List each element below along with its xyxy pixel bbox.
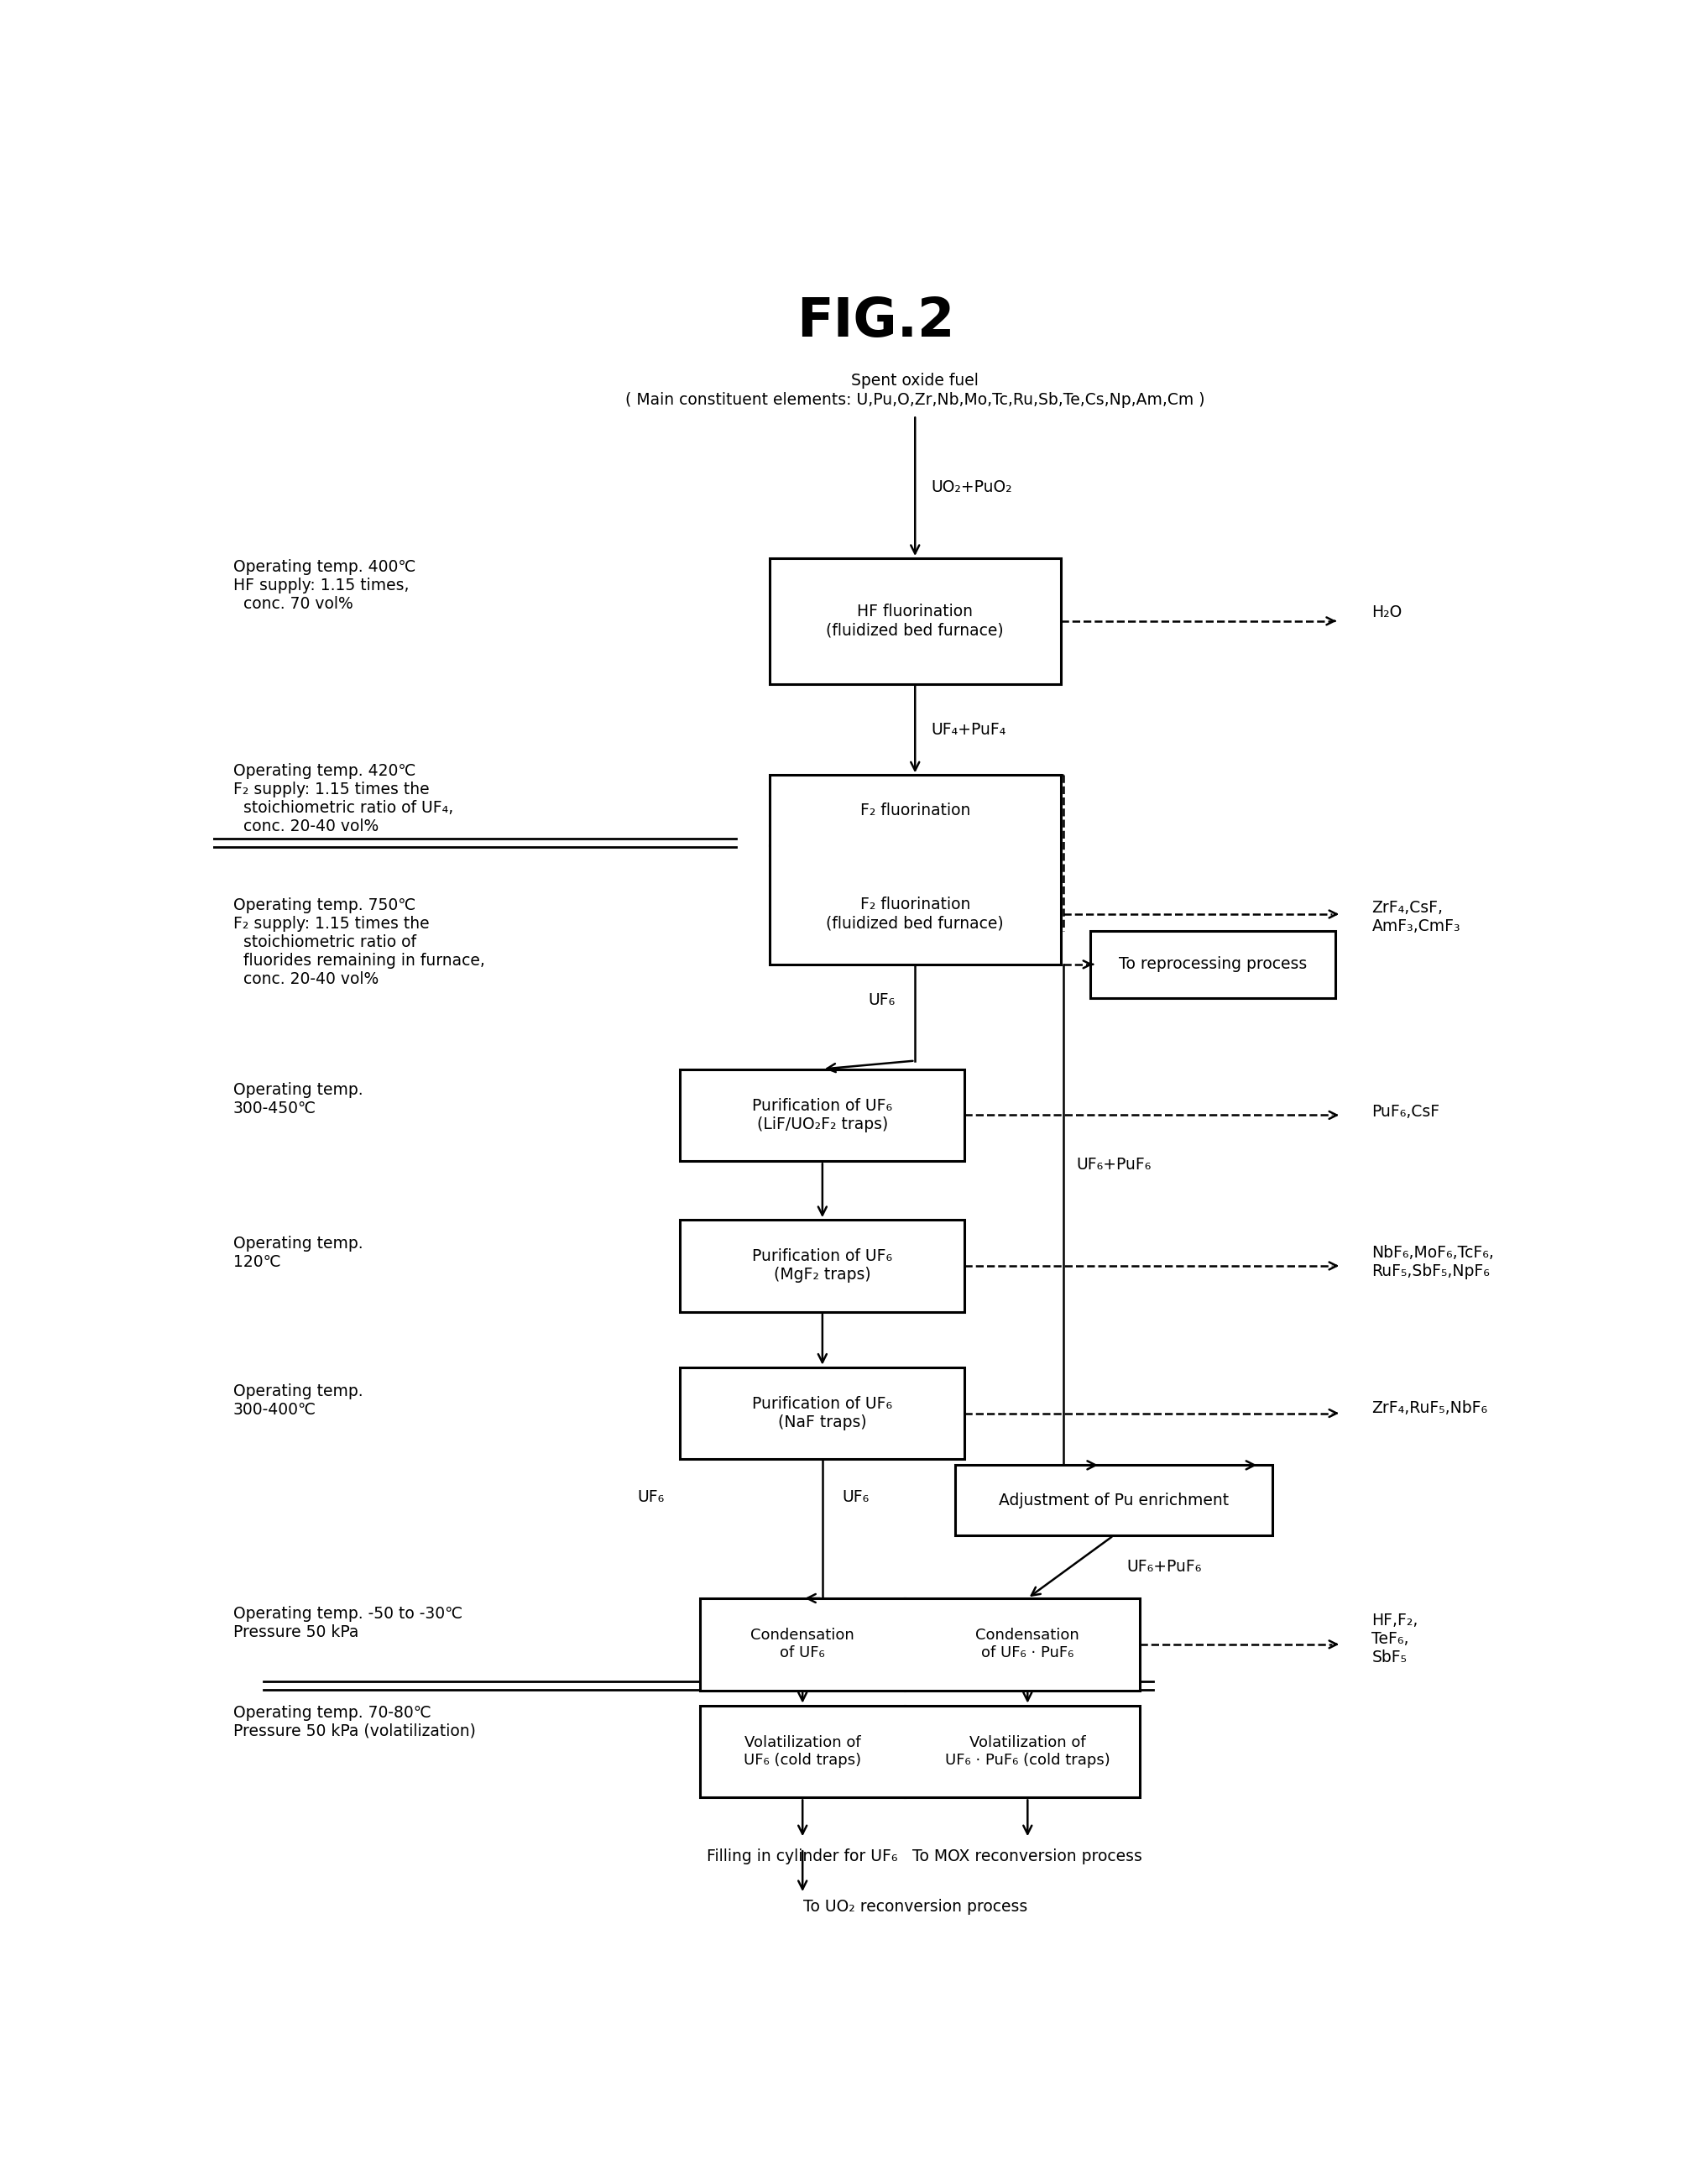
Text: Purification of UF₆
(NaF traps): Purification of UF₆ (NaF traps) xyxy=(752,1396,893,1431)
Text: Operating temp. 70-80℃
Pressure 50 kPa (volatilization): Operating temp. 70-80℃ Pressure 50 kPa (… xyxy=(234,1705,477,1740)
Text: UF₆+PuF₆: UF₆+PuF₆ xyxy=(1127,1559,1202,1575)
Text: Condensation
of UF₆ · PuF₆: Condensation of UF₆ · PuF₆ xyxy=(975,1629,1079,1662)
Bar xyxy=(680,1368,965,1459)
Bar xyxy=(955,1466,1272,1536)
Text: Condensation
of UF₆: Condensation of UF₆ xyxy=(750,1629,854,1662)
Text: NbF₆,MoF₆,TcF₆,
RuF₅,SbF₅,NpF₆: NbF₆,MoF₆,TcF₆, RuF₅,SbF₅,NpF₆ xyxy=(1372,1246,1494,1279)
Bar xyxy=(680,1220,965,1312)
Text: Operating temp. 750℃
F₂ supply: 1.15 times the
  stoichiometric ratio of
  fluor: Operating temp. 750℃ F₂ supply: 1.15 tim… xyxy=(234,898,485,987)
Text: ZrF₄,RuF₅,NbF₆: ZrF₄,RuF₅,NbF₆ xyxy=(1372,1401,1488,1416)
Text: To MOX reconversion process: To MOX reconversion process xyxy=(912,1849,1143,1864)
Bar xyxy=(770,774,1061,964)
Text: To reprocessing process: To reprocessing process xyxy=(1119,957,1307,972)
Text: Filling in cylinder for UF₆: Filling in cylinder for UF₆ xyxy=(707,1849,898,1864)
Text: UF₆+PuF₆: UF₆+PuF₆ xyxy=(1076,1157,1151,1172)
Text: F₂ fluorination: F₂ fluorination xyxy=(859,803,970,818)
Text: HF,F₂,
TeF₆,
SbF₅: HF,F₂, TeF₆, SbF₅ xyxy=(1372,1614,1418,1666)
Text: FIG.2: FIG.2 xyxy=(796,296,955,348)
Text: UF₆: UF₆ xyxy=(842,1490,869,1505)
Bar xyxy=(770,559,1061,683)
Text: Operating temp.
120℃: Operating temp. 120℃ xyxy=(234,1235,364,1270)
Text: ( Main constituent elements: U,Pu,O,Zr,Nb,Mo,Tc,Ru,Sb,Te,Cs,Np,Am,Cm ): ( Main constituent elements: U,Pu,O,Zr,N… xyxy=(625,392,1204,409)
Text: Volatilization of
UF₆ · PuF₆ (cold traps): Volatilization of UF₆ · PuF₆ (cold traps… xyxy=(945,1736,1110,1768)
Text: Purification of UF₆
(MgF₂ traps): Purification of UF₆ (MgF₂ traps) xyxy=(752,1248,893,1283)
Text: Adjustment of Pu enrichment: Adjustment of Pu enrichment xyxy=(999,1492,1228,1507)
Text: Operating temp. 400℃
HF supply: 1.15 times,
  conc. 70 vol%: Operating temp. 400℃ HF supply: 1.15 tim… xyxy=(234,559,415,611)
Text: UF₆: UF₆ xyxy=(637,1490,664,1505)
Text: HF fluorination
(fluidized bed furnace): HF fluorination (fluidized bed furnace) xyxy=(827,605,1004,637)
Text: Operating temp. -50 to -30℃
Pressure 50 kPa: Operating temp. -50 to -30℃ Pressure 50 … xyxy=(234,1605,463,1640)
Text: Operating temp.
300-400℃: Operating temp. 300-400℃ xyxy=(234,1383,364,1418)
Text: Spent oxide fuel: Spent oxide fuel xyxy=(851,372,979,389)
Text: Volatilization of
UF₆ (cold traps): Volatilization of UF₆ (cold traps) xyxy=(743,1736,861,1768)
Bar xyxy=(700,1705,1141,1797)
Text: ZrF₄,CsF,
AmF₃,CmF₃: ZrF₄,CsF, AmF₃,CmF₃ xyxy=(1372,900,1460,935)
Bar xyxy=(680,1070,965,1161)
Text: F₂ fluorination
(fluidized bed furnace): F₂ fluorination (fluidized bed furnace) xyxy=(827,896,1004,931)
Text: PuF₆,CsF: PuF₆,CsF xyxy=(1372,1103,1440,1120)
Text: H₂O: H₂O xyxy=(1372,605,1402,620)
Text: UF₄+PuF₄: UF₄+PuF₄ xyxy=(931,722,1006,737)
Text: To UO₂ reconversion process: To UO₂ reconversion process xyxy=(803,1899,1027,1914)
Text: UO₂+PuO₂: UO₂+PuO₂ xyxy=(931,478,1013,496)
Text: UF₆: UF₆ xyxy=(868,992,895,1007)
Bar xyxy=(1090,931,1336,998)
Text: Purification of UF₆
(LiF/UO₂F₂ traps): Purification of UF₆ (LiF/UO₂F₂ traps) xyxy=(752,1098,893,1133)
Bar xyxy=(700,1599,1141,1690)
Text: Operating temp.
300-450℃: Operating temp. 300-450℃ xyxy=(234,1081,364,1116)
Text: Operating temp. 420℃
F₂ supply: 1.15 times the
  stoichiometric ratio of UF₄,
  : Operating temp. 420℃ F₂ supply: 1.15 tim… xyxy=(234,763,453,835)
